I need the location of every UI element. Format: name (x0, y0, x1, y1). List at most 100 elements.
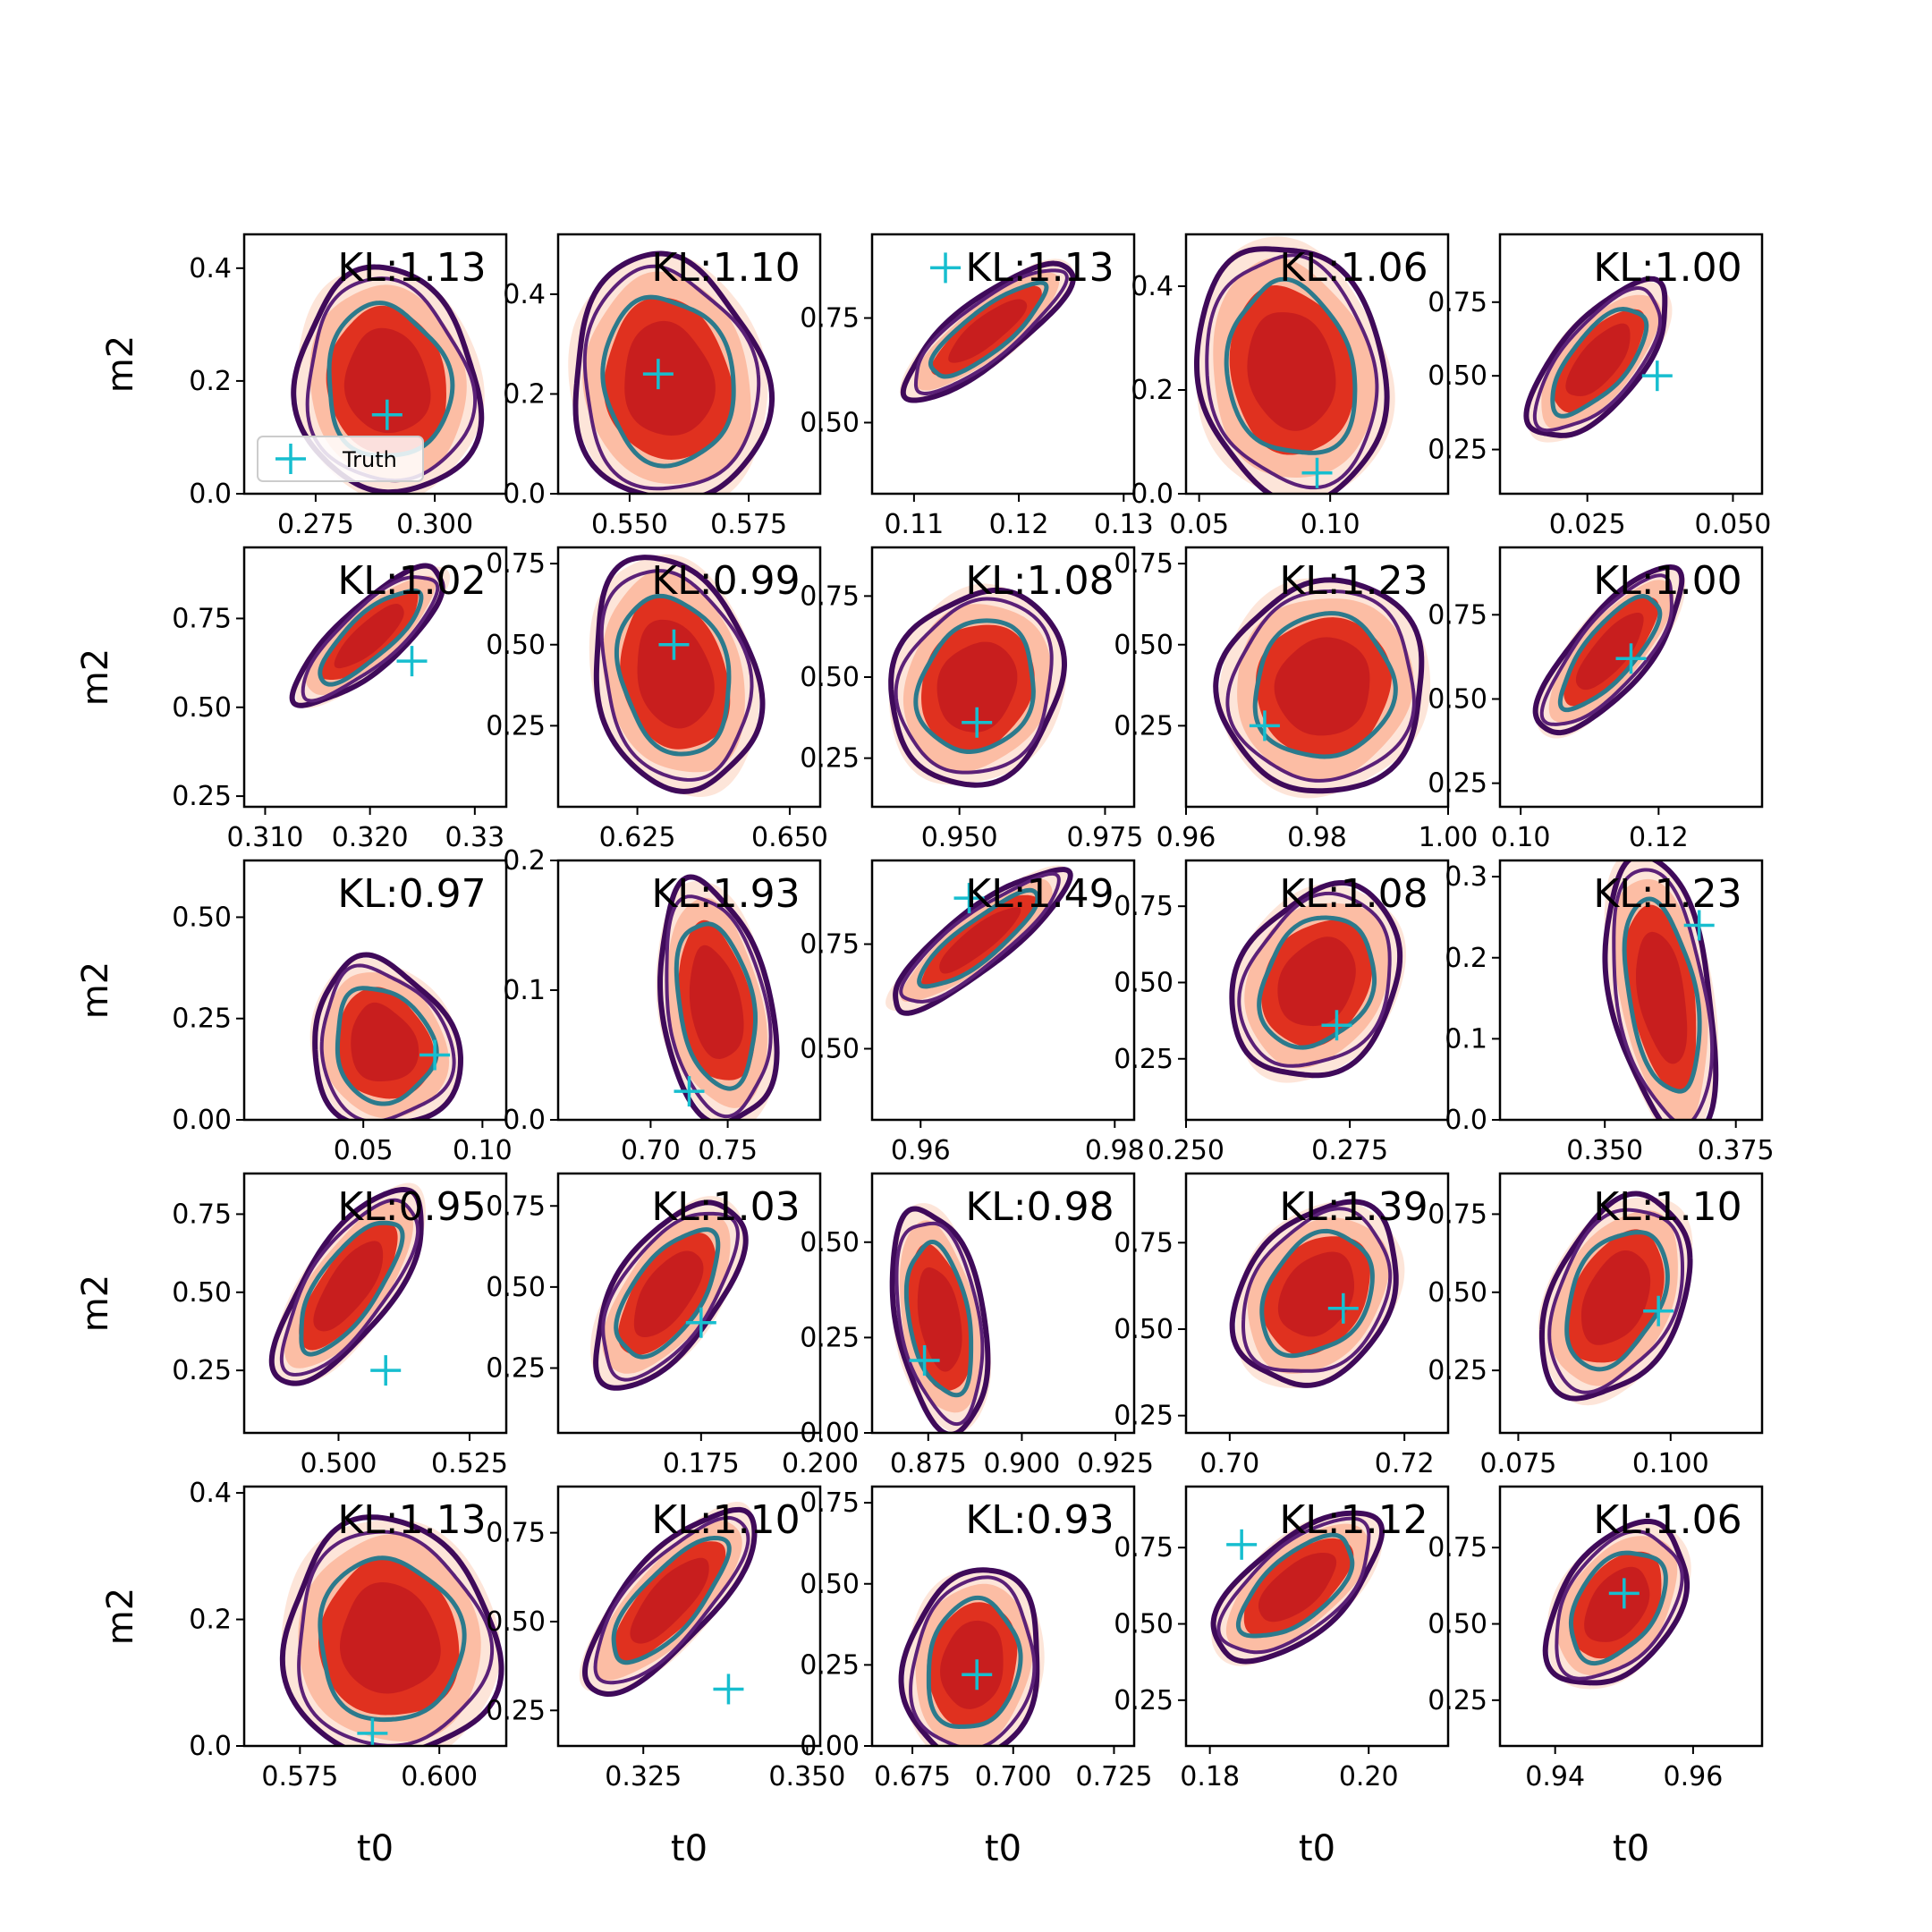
x-tick-label: 0.675 (874, 1761, 951, 1792)
panel-7: KL:0.99 0.625 0.650 0.25 0.50 0.75 (486, 546, 828, 853)
x-tick-label: 0.96 (1663, 1761, 1723, 1792)
y-tick-label: 0.25 (1428, 435, 1487, 466)
density-fill-core (1277, 936, 1356, 1027)
x-tick-label: 0.72 (1375, 1448, 1435, 1479)
panel-frame (870, 859, 1136, 1122)
contour-mid (1532, 285, 1663, 433)
panel-5: KL:1.00 0.025 0.050 0.25 0.50 0.75 (1428, 233, 1771, 540)
density-fill-core (917, 1267, 962, 1372)
contour-inner (1257, 915, 1377, 1050)
y-tick-label: 0.2 (503, 845, 546, 877)
panel-16: KL:0.95 0.500 0.525 0.25 0.50 0.75 (172, 1172, 508, 1479)
contour-inner (1259, 1228, 1375, 1359)
y-tick-label: 0.4 (189, 1478, 232, 1509)
density-fill-core (633, 1250, 704, 1337)
contour-mid (1216, 1516, 1371, 1655)
x-tick-label: 0.13 (1094, 509, 1154, 540)
contour-mid (301, 575, 440, 703)
y-tick-label: 0.50 (172, 902, 232, 933)
y-axis-label: m2 (75, 962, 116, 1019)
kl-label: KL:0.99 (651, 558, 800, 604)
y-tick-label: 0.50 (486, 1272, 546, 1303)
y-axis-label: m2 (100, 1588, 141, 1645)
y-tick-label: 0.25 (486, 1353, 546, 1385)
kl-label: KL:1.23 (1593, 871, 1741, 917)
y-axis-label: m2 (100, 335, 141, 393)
x-tick-label: 0.70 (1199, 1448, 1259, 1479)
truth-marker (357, 1717, 388, 1746)
panel-frame (242, 546, 508, 809)
contour-mid (1612, 868, 1715, 1120)
contour-outer (1193, 246, 1390, 494)
panel-frame (556, 546, 822, 809)
contour-mid (1555, 1529, 1684, 1681)
truth-marker (1643, 1295, 1674, 1326)
contour-outer (268, 1186, 424, 1386)
y-tick-label: 0.25 (1114, 710, 1174, 741)
contour-mid (894, 1221, 985, 1427)
x-tick-label: 0.575 (261, 1761, 338, 1792)
truth-marker (1683, 910, 1715, 941)
contour-inner (1550, 307, 1649, 419)
panel-12: KL:1.93 0.70 0.75 0.0 0.1 0.2 (503, 845, 822, 1166)
x-tick-label: 0.94 (1525, 1761, 1585, 1792)
kl-label: KL:0.93 (965, 1497, 1114, 1543)
x-tick-label: 0.100 (1632, 1448, 1709, 1479)
contour-outer (1538, 1191, 1693, 1402)
y-tick-label: 0.75 (800, 580, 860, 612)
y-tick-label: 0.25 (172, 781, 232, 812)
legend-label: Truth (342, 447, 397, 472)
contour-mid (1237, 891, 1392, 1068)
y-tick-label: 0.00 (800, 1418, 860, 1449)
x-tick-label: 0.10 (1301, 509, 1360, 540)
x-tick-label: 0.575 (710, 509, 787, 540)
panel-frame (870, 233, 1136, 496)
truth-marker (674, 1076, 705, 1107)
y-tick-label: 0.2 (189, 366, 232, 397)
x-axis-label: t0 (357, 1828, 394, 1869)
contour-inner (1622, 896, 1702, 1094)
density-fill-core (351, 1002, 419, 1081)
contour-mid (899, 871, 1061, 1004)
contour-outer (888, 587, 1068, 788)
panel-density (1538, 1191, 1693, 1406)
y-tick-label: 0.75 (486, 1191, 546, 1222)
contour-inner (318, 1555, 467, 1723)
panel-13: KL:1.49 0.96 0.98 0.50 0.75 (800, 859, 1145, 1166)
contour-inner (1235, 1532, 1355, 1639)
x-tick-label: 0.11 (884, 509, 944, 540)
panel-density (1193, 236, 1395, 494)
x-tick-label: 0.725 (1076, 1761, 1153, 1792)
contour-inner (318, 588, 424, 687)
y-tick-label: 0.50 (1428, 360, 1487, 392)
contour-mid (599, 569, 754, 782)
density-fill-core (624, 320, 716, 436)
y-tick-label: 0.75 (172, 603, 232, 634)
panel-frame (1498, 1485, 1764, 1748)
contour-outer (572, 250, 775, 494)
y-tick-label: 0.25 (1428, 1355, 1487, 1386)
x-axis-label: t0 (1299, 1828, 1335, 1869)
y-tick-label: 0.1 (503, 975, 546, 1006)
contour-mid (1241, 1207, 1393, 1373)
panel-density (898, 1567, 1045, 1746)
contour-inner (1252, 611, 1398, 759)
density-fill-core (1247, 312, 1336, 431)
y-tick-label: 0.1 (1445, 1023, 1487, 1055)
contour-mid (319, 963, 456, 1120)
x-tick-label: 0.33 (445, 822, 504, 853)
kl-label: KL:1.10 (651, 1497, 800, 1543)
contour-inner (928, 280, 1049, 379)
contour-outer (1532, 564, 1685, 736)
panel-density (279, 1514, 504, 1746)
y-tick-label: 0.25 (1114, 1685, 1174, 1716)
y-tick-label: 0.0 (1131, 479, 1174, 510)
truth-marker (1327, 1292, 1359, 1324)
y-tick-label: 0.75 (800, 1487, 860, 1519)
panel-density (589, 554, 766, 798)
panel-density (268, 1182, 426, 1386)
kl-label: KL:1.13 (337, 1497, 486, 1543)
density-fill-core (334, 604, 404, 669)
x-tick-label: 0.310 (226, 822, 303, 853)
